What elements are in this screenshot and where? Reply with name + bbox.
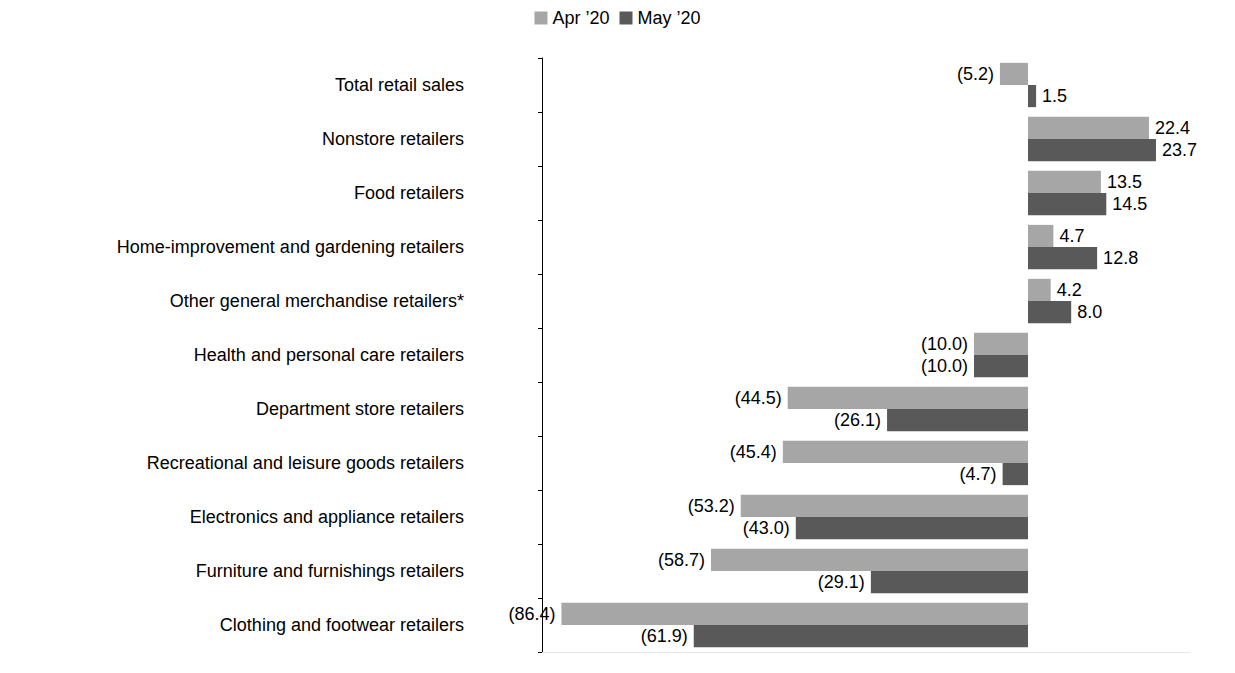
svg-text:Nonstore retailers: Nonstore retailers: [322, 129, 464, 149]
svg-text:Department store retailers: Department store retailers: [256, 399, 464, 419]
svg-text:Total retail sales: Total retail sales: [335, 75, 464, 95]
svg-text:22.4: 22.4: [1155, 118, 1190, 138]
svg-text:14.5: 14.5: [1112, 194, 1147, 214]
svg-text:Home-improvement and gardening: Home-improvement and gardening retailers: [117, 237, 464, 257]
svg-text:(10.0): (10.0): [921, 356, 968, 376]
svg-text:1.5: 1.5: [1042, 86, 1067, 106]
svg-text:(53.2): (53.2): [688, 496, 735, 516]
svg-text:Electronics and appliance reta: Electronics and appliance retailers: [190, 507, 464, 527]
svg-text:8.0: 8.0: [1077, 302, 1102, 322]
svg-text:(29.1): (29.1): [818, 572, 865, 592]
svg-text:(44.5): (44.5): [735, 388, 782, 408]
svg-text:May ’20: May ’20: [638, 8, 701, 28]
svg-text:4.2: 4.2: [1057, 280, 1082, 300]
svg-text:Recreational and leisure goods: Recreational and leisure goods retailers: [147, 453, 464, 473]
svg-text:Health and personal care retai: Health and personal care retailers: [194, 345, 464, 365]
svg-text:Apr ’20: Apr ’20: [552, 8, 609, 28]
svg-text:23.7: 23.7: [1162, 140, 1197, 160]
svg-text:(4.7): (4.7): [960, 464, 997, 484]
svg-text:(61.9): (61.9): [641, 626, 688, 646]
svg-text:4.7: 4.7: [1059, 226, 1084, 246]
svg-text:(43.0): (43.0): [743, 518, 790, 538]
svg-text:13.5: 13.5: [1107, 172, 1142, 192]
svg-text:(86.4): (86.4): [508, 604, 555, 624]
svg-text:(58.7): (58.7): [658, 550, 705, 570]
svg-text:(26.1): (26.1): [834, 410, 881, 430]
svg-text:Other general merchandise reta: Other general merchandise retailers*: [170, 291, 464, 311]
svg-text:(45.4): (45.4): [730, 442, 777, 462]
svg-text:Food retailers: Food retailers: [354, 183, 464, 203]
svg-text:12.8: 12.8: [1103, 248, 1138, 268]
svg-text:Furniture and furnishings reta: Furniture and furnishings retailers: [196, 561, 464, 581]
svg-text:(5.2): (5.2): [957, 64, 994, 84]
svg-text:Clothing and footwear retailer: Clothing and footwear retailers: [220, 615, 464, 635]
svg-text:(10.0): (10.0): [921, 334, 968, 354]
